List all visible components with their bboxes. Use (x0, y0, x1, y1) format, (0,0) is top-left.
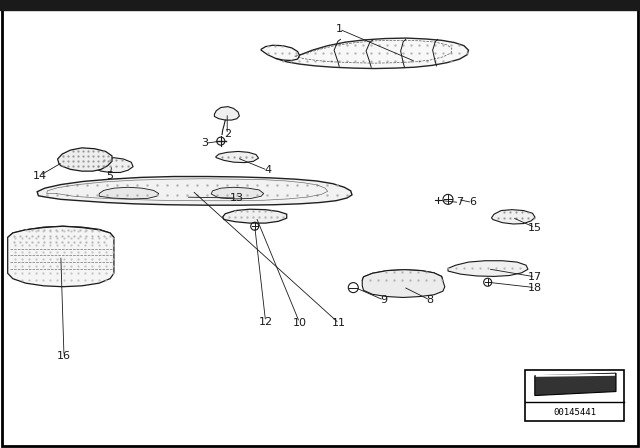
Text: 7: 7 (456, 198, 463, 207)
Polygon shape (362, 270, 445, 297)
Text: 2: 2 (223, 129, 231, 139)
Polygon shape (535, 373, 616, 396)
Text: 11: 11 (332, 319, 346, 328)
Text: 14: 14 (33, 171, 47, 181)
Polygon shape (37, 177, 352, 205)
Polygon shape (8, 226, 114, 248)
Polygon shape (492, 210, 535, 224)
Polygon shape (8, 226, 114, 287)
Polygon shape (223, 209, 287, 223)
Polygon shape (448, 261, 528, 276)
Text: 00145441: 00145441 (553, 409, 596, 418)
Text: 5: 5 (107, 171, 113, 181)
Polygon shape (362, 270, 443, 288)
Text: 6: 6 (469, 198, 476, 207)
Polygon shape (92, 158, 133, 172)
Text: 4: 4 (264, 165, 271, 175)
Bar (525, 370, 624, 421)
Text: 12: 12 (259, 317, 273, 327)
Polygon shape (211, 187, 264, 199)
Polygon shape (214, 107, 239, 120)
Polygon shape (275, 38, 468, 69)
Text: 1: 1 (336, 24, 342, 34)
Text: 16: 16 (57, 351, 71, 361)
Polygon shape (58, 148, 112, 171)
Text: 18: 18 (528, 283, 542, 293)
Text: 13: 13 (230, 193, 244, 203)
Text: 17: 17 (528, 272, 542, 282)
Polygon shape (99, 187, 159, 199)
Text: 3: 3 (202, 138, 208, 148)
Text: 15: 15 (528, 223, 542, 233)
Text: 10: 10 (292, 318, 307, 327)
Text: 9: 9 (380, 295, 388, 305)
Polygon shape (216, 151, 259, 163)
Polygon shape (261, 45, 300, 60)
Text: 8: 8 (426, 295, 434, 305)
